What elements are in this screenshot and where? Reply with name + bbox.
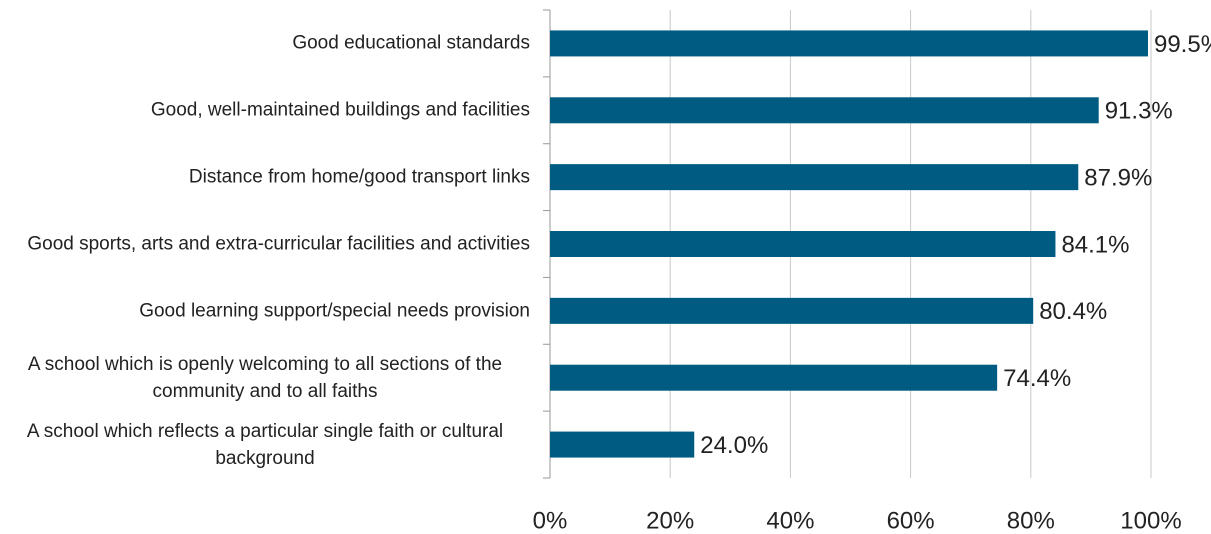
- data-label: 87.9%: [1084, 164, 1152, 191]
- y-tick-label: Distance from home/good transport links: [188, 166, 530, 188]
- x-tick-label: 20%: [646, 507, 694, 534]
- category-label-box: A school which is openly welcoming to al…: [0, 351, 530, 405]
- bar: [550, 431, 695, 458]
- data-label: 99.5%: [1154, 31, 1211, 58]
- y-tick-label: Good learning support/special needs prov…: [139, 300, 530, 322]
- category-label-box: Good learning support/special needs prov…: [0, 297, 530, 324]
- x-tick-label: 100%: [1120, 507, 1181, 534]
- y-tick-label: Good educational standards: [292, 32, 530, 54]
- category-label-box: Good, well-maintained buildings and faci…: [0, 97, 530, 124]
- x-tick-label: 0%: [533, 507, 568, 534]
- x-tick-label: 60%: [887, 507, 935, 534]
- y-tick-label: A school which reflects a particular sin…: [26, 420, 504, 469]
- x-tick-label: 80%: [1007, 507, 1055, 534]
- bar: [550, 297, 1034, 324]
- data-label: 80.4%: [1039, 298, 1107, 325]
- category-label-box: Good sports, arts and extra-curricular f…: [0, 231, 530, 258]
- y-tick-label: Good, well-maintained buildings and faci…: [150, 99, 530, 121]
- category-label-box: A school which reflects a particular sin…: [0, 418, 530, 472]
- bar: [550, 364, 998, 391]
- y-tick-label: Good sports, arts and extra-curricular f…: [27, 233, 530, 255]
- bar: [550, 30, 1148, 57]
- bar: [550, 231, 1056, 257]
- data-label: 74.4%: [1003, 365, 1071, 392]
- bar: [550, 97, 1099, 124]
- category-label-box: Good educational standards: [0, 30, 530, 57]
- bar: [550, 164, 1079, 191]
- category-label-box: Distance from home/good transport links: [0, 164, 530, 191]
- x-tick-label: 40%: [766, 507, 814, 534]
- data-label: 84.1%: [1061, 231, 1129, 258]
- y-tick-label: A school which is openly welcoming to al…: [27, 353, 503, 402]
- data-label: 24.0%: [700, 432, 768, 459]
- data-label: 91.3%: [1105, 98, 1173, 125]
